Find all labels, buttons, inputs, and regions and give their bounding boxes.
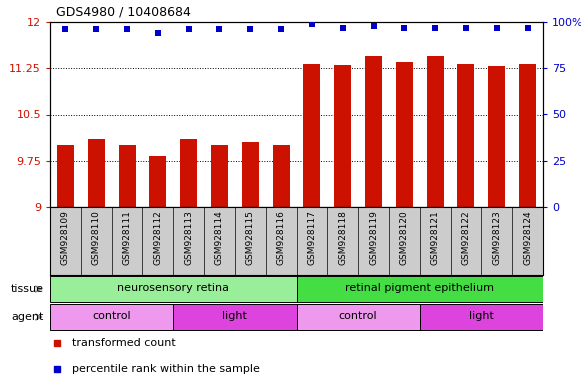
Text: GSM928109: GSM928109 [61,210,70,265]
Text: GSM928121: GSM928121 [431,210,440,265]
Bar [211,145,228,207]
Bar [457,64,475,207]
Point [184,26,193,33]
Bar [119,145,135,207]
Bar [57,145,74,207]
Text: tissue: tissue [11,284,44,294]
Point [246,26,255,33]
Text: percentile rank within the sample: percentile rank within the sample [72,364,260,374]
Text: GSM928112: GSM928112 [153,210,162,265]
Text: GSM928124: GSM928124 [523,210,532,265]
Bar [365,56,382,207]
Point [92,26,101,33]
Text: light: light [469,311,494,321]
Point [369,23,378,29]
Bar [88,139,105,207]
Text: GSM928119: GSM928119 [369,210,378,265]
Bar [50,276,296,301]
Point [215,26,224,33]
Bar [272,145,289,207]
Text: GSM928123: GSM928123 [492,210,501,265]
Bar [296,276,543,301]
Text: GSM928118: GSM928118 [338,210,347,265]
Text: GSM928115: GSM928115 [246,210,255,265]
Text: GDS4980 / 10408684: GDS4980 / 10408684 [56,5,191,18]
Text: GSM928114: GSM928114 [215,210,224,265]
Bar [303,64,320,207]
Text: GSM928113: GSM928113 [184,210,193,265]
Bar [242,142,259,207]
Bar [488,66,505,207]
Bar [173,305,296,329]
Bar [426,56,444,207]
Point [123,26,132,33]
Text: GSM928120: GSM928120 [400,210,409,265]
Text: control: control [339,311,378,321]
Bar [50,305,173,329]
Point [277,26,286,33]
Bar [519,64,536,207]
Point [461,25,471,31]
Bar [419,305,543,329]
Point [307,21,317,27]
Point [153,30,163,36]
Text: retinal pigment epithelium: retinal pigment epithelium [345,283,494,293]
Text: agent: agent [12,312,44,322]
Text: GSM928122: GSM928122 [461,210,471,265]
Bar [296,305,419,329]
Text: GSM928116: GSM928116 [277,210,286,265]
Bar [180,139,197,207]
Point [61,26,70,33]
Point [400,25,409,31]
Bar [149,156,166,207]
Text: light: light [223,311,248,321]
Point [431,25,440,31]
Text: transformed count: transformed count [72,338,176,348]
Text: GSM928110: GSM928110 [92,210,101,265]
Text: GSM928111: GSM928111 [123,210,131,265]
Point [523,25,532,31]
Text: neurosensory retina: neurosensory retina [117,283,229,293]
Text: control: control [92,311,131,321]
Point [492,25,501,31]
Point [338,25,347,31]
Bar [334,65,351,207]
Bar [396,62,413,207]
Text: GSM928117: GSM928117 [307,210,317,265]
